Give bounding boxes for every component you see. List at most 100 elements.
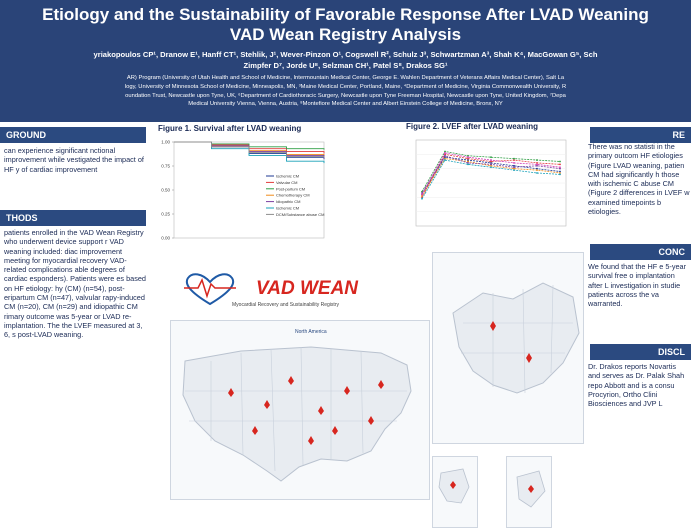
lvef-point [490,162,492,164]
affiliations: AR) Program (University of Utah Health a… [0,74,691,109]
lvef-point [467,160,469,163]
legend-label: Ischemic CM [276,206,299,211]
methods-text: patients enrolled in the VAD Wean Regist… [4,228,146,340]
affiliation-line: AR) Program (University of Utah Health a… [126,75,565,81]
y-tick-label: 1.00 [161,140,170,145]
lvef-point [536,162,538,164]
lvef-point [559,163,561,166]
lvef-point [559,170,561,173]
y-tick-label: 0.00 [161,236,170,241]
logo-tagline: Myocardial Recovery and Sustainability R… [232,302,339,308]
lvef-point [467,157,469,160]
lvef-point [490,166,492,169]
contact-info: Contact: Stavros.Dra [586,505,661,514]
center-pin-icon [318,406,324,415]
center-pin-icon [368,416,374,425]
lvef-point [513,166,515,169]
inset-map-2-icon [516,470,546,508]
title-line-2: VAD Wean Registry Analysis [229,25,462,44]
lvef-point [536,163,538,166]
authors-line-1: yriakopoulos CP¹, Dranow E¹, Hanff CT¹, … [93,50,598,59]
plot-area [173,141,325,239]
legend-label: DCM/Substance abuse CM [276,212,324,217]
lvef-point [513,157,515,160]
lvef-point [490,163,492,166]
logo-name: VAD WEAN [256,278,359,299]
disclosures-heading: DISCL [590,344,691,360]
center-markers [228,376,384,445]
results-heading: RE [590,127,691,143]
center-pin-icon [288,376,294,385]
lvef-point [513,162,515,164]
lvef-point [536,172,538,174]
inset-map-1 [432,456,478,528]
center-pin-icon [252,426,258,435]
lvef-point [490,164,492,167]
center-pin-icon [378,380,384,389]
lvef-point [513,164,515,167]
center-pin-icon [308,436,314,445]
lvef-point [444,154,446,157]
lvef-point [444,159,446,161]
lvef-point [467,156,469,159]
legend-label: Chemotherapy CM [276,193,310,198]
europe-map [432,252,584,444]
center-pin-icon [344,386,350,395]
figure-1-title: Figure 1. Survival after LVAD weaning [158,124,302,133]
right-column: RE There was no statisti in the primary … [586,122,691,532]
lvef-point [513,169,515,171]
heart-logo-icon [184,273,236,306]
results-text: There was no statisti in the primary out… [588,142,690,217]
affiliation-line: Medical University Vienna, Vienna, Austr… [188,101,503,108]
lvef-point [467,163,469,166]
author-list: yriakopoulos CP¹, Dranow E¹, Hanff CT¹, … [0,49,691,71]
lvef-point [559,160,561,163]
authors-line-2: Zimpfer D⁷, Jorde U⁸, Selzman CH¹, Patel… [243,61,448,70]
usa-map-icon [182,346,412,482]
inset-map-2 [506,456,552,528]
lvef-point [559,172,561,174]
lvef-point [490,156,492,159]
survival-curve [174,141,325,158]
background-heading: GROUND [0,127,146,143]
inset-map-1-icon [438,468,470,504]
lvef-point [444,150,446,153]
lvef-point [536,167,538,170]
north-america-label: North America [295,329,327,335]
lvef-point [444,157,446,160]
center-pin-icon [332,426,338,435]
methods-heading: THODS [0,210,146,226]
title-line-1: Etiology and the Sustainability of Favor… [42,5,649,24]
lvef-point [536,169,538,171]
lvef-point [490,160,492,163]
lvef-point [467,159,469,161]
lvef-chart [415,139,567,227]
affiliation-line: logy, University of Minnesota School of … [124,83,567,90]
lvef-point [559,167,561,170]
lvef-point [444,152,446,154]
middle-column: Figure 1. Survival after LVAD weaning Fi… [150,122,586,532]
lvef-point [513,159,515,161]
y-tick-label: 0.75 [161,164,170,169]
center-pin-icon [264,400,270,409]
lvef-point [467,162,469,164]
europe-map-icon [452,282,580,394]
affiliation-line: oundation Trust, Newcastle upon Tyne, UK… [125,92,566,99]
poster-title: Etiology and the Sustainability of Favor… [0,5,691,45]
legend-label: Post-partum CM [276,186,305,191]
lvef-point [421,195,423,197]
center-pin-icon [228,388,234,397]
lvef-point [421,197,423,200]
disclosures-text: Dr. Drakos reports Novartis and serves a… [588,362,685,409]
legend-label: Ischemic CM [276,174,299,179]
lvef-point [513,167,515,170]
lvef-point [559,166,561,169]
conclusions-text: We found that the HF e 5-year survival f… [588,262,687,309]
lvef-point [559,173,561,176]
lvef-point [421,193,423,196]
lvef-point [536,164,538,167]
background-text: can experience significant nctional impr… [4,146,144,174]
lvef-point [536,159,538,161]
